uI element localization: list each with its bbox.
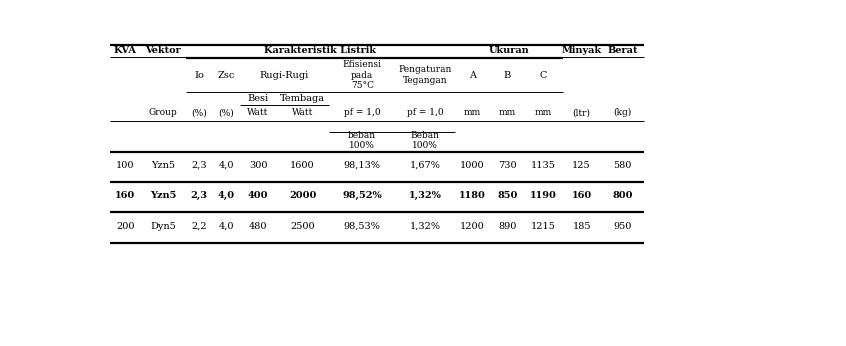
Text: 1600: 1600 [290, 161, 315, 170]
Text: mm: mm [535, 108, 552, 117]
Text: 800: 800 [612, 191, 633, 200]
Text: (%): (%) [218, 108, 234, 117]
Text: C: C [540, 71, 547, 80]
Text: 890: 890 [498, 222, 516, 231]
Text: 98,52%: 98,52% [343, 191, 382, 200]
Text: A: A [469, 71, 475, 80]
Text: 1200: 1200 [460, 222, 485, 231]
Text: 98,53%: 98,53% [343, 222, 381, 231]
Text: Tembaga: Tembaga [280, 94, 325, 103]
Text: 4,0: 4,0 [218, 161, 234, 170]
Text: 1000: 1000 [460, 161, 485, 170]
Text: 400: 400 [248, 191, 268, 200]
Text: 185: 185 [573, 222, 591, 231]
Text: beban
100%: beban 100% [349, 131, 376, 150]
Text: Watt: Watt [247, 108, 269, 117]
Text: mm: mm [498, 108, 516, 117]
Text: 2000: 2000 [289, 191, 316, 200]
Text: 2,3: 2,3 [191, 161, 207, 170]
Text: (ltr): (ltr) [573, 108, 591, 117]
Text: Besi: Besi [248, 94, 268, 103]
Text: 1,32%: 1,32% [409, 191, 442, 200]
Text: Zsc: Zsc [217, 71, 235, 80]
Text: KVA: KVA [113, 46, 136, 55]
Text: (kg): (kg) [613, 108, 631, 117]
Text: Minyak: Minyak [562, 46, 602, 55]
Text: 125: 125 [572, 161, 591, 170]
Text: 1,67%: 1,67% [409, 161, 441, 170]
Text: 100: 100 [116, 161, 135, 170]
Text: Dyn5: Dyn5 [151, 222, 176, 231]
Text: 200: 200 [116, 222, 135, 231]
Text: 580: 580 [613, 161, 631, 170]
Text: 1190: 1190 [530, 191, 557, 200]
Text: Vektor: Vektor [146, 46, 181, 55]
Text: Watt: Watt [292, 108, 313, 117]
Text: Karakteristik Listrik: Karakteristik Listrik [264, 46, 376, 55]
Text: pf = 1,0: pf = 1,0 [344, 108, 381, 117]
Text: Efisiensi
pada
75°C: Efisiensi pada 75°C [343, 60, 382, 90]
Text: 2500: 2500 [290, 222, 315, 231]
Text: 4,0: 4,0 [217, 191, 235, 200]
Text: 98,13%: 98,13% [343, 161, 381, 170]
Text: 160: 160 [572, 191, 591, 200]
Text: 950: 950 [613, 222, 631, 231]
Text: Berat: Berat [607, 46, 638, 55]
Text: mm: mm [464, 108, 481, 117]
Text: Yzn5: Yzn5 [150, 191, 176, 200]
Text: Pengaturan
Tegangan: Pengaturan Tegangan [398, 65, 452, 85]
Text: Beban
100%: Beban 100% [410, 131, 440, 150]
Text: 4,0: 4,0 [218, 222, 234, 231]
Text: Io: Io [195, 71, 204, 80]
Text: 730: 730 [498, 161, 517, 170]
Text: 1215: 1215 [531, 222, 556, 231]
Text: Ukuran: Ukuran [488, 46, 529, 55]
Text: 480: 480 [249, 222, 267, 231]
Text: 1,32%: 1,32% [409, 222, 441, 231]
Text: 2,3: 2,3 [190, 191, 207, 200]
Text: pf = 1,0: pf = 1,0 [407, 108, 443, 117]
Text: Rugi-Rugi: Rugi-Rugi [260, 71, 309, 80]
Text: 300: 300 [249, 161, 267, 170]
Text: B: B [503, 71, 511, 80]
Text: 1180: 1180 [459, 191, 486, 200]
Text: 2,2: 2,2 [191, 222, 207, 231]
Text: (%): (%) [191, 108, 207, 117]
Text: Yzn5: Yzn5 [151, 161, 175, 170]
Text: Group: Group [149, 108, 178, 117]
Text: 1135: 1135 [531, 161, 556, 170]
Text: 850: 850 [497, 191, 518, 200]
Text: 160: 160 [115, 191, 135, 200]
